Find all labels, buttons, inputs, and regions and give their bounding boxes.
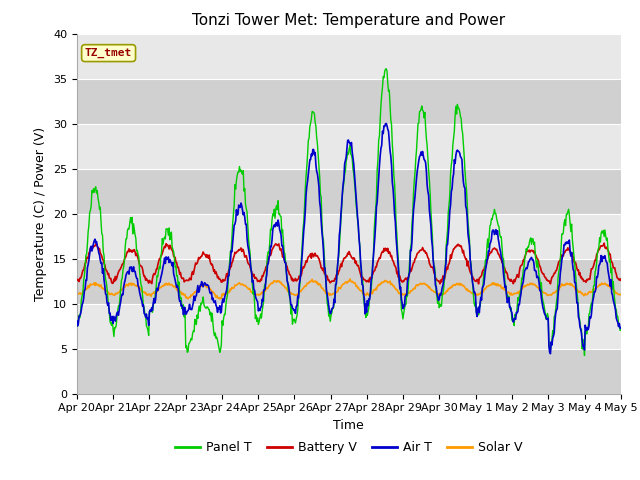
Legend: Panel T, Battery V, Air T, Solar V: Panel T, Battery V, Air T, Solar V [170,436,528,459]
X-axis label: Time: Time [333,419,364,432]
Bar [77,259,621,303]
Bar [77,123,621,168]
Bar [77,34,621,79]
Title: Tonzi Tower Met: Temperature and Power: Tonzi Tower Met: Temperature and Power [192,13,506,28]
Y-axis label: Temperature (C) / Power (V): Temperature (C) / Power (V) [35,127,47,300]
Bar [77,303,621,348]
Bar [77,214,621,259]
Text: TZ_tmet: TZ_tmet [85,48,132,58]
Bar [77,79,621,123]
Bar [77,168,621,214]
Bar [77,348,621,394]
